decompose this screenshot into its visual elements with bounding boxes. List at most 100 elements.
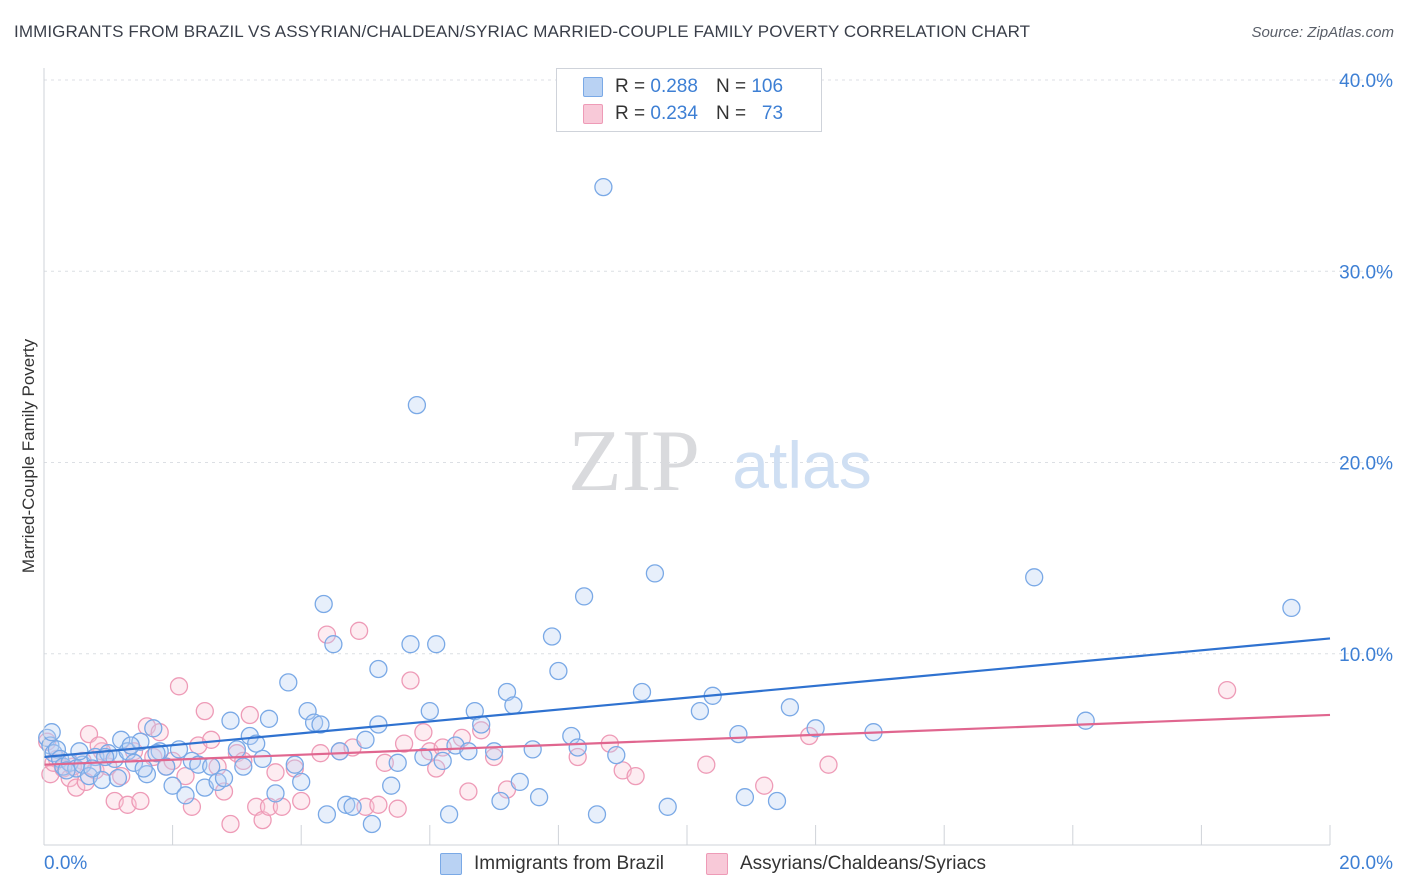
watermark-zip: ZIP xyxy=(568,413,700,510)
bottom-legend-label: Immigrants from Brazil xyxy=(474,853,665,874)
brazil-point xyxy=(227,740,247,759)
brazil-point xyxy=(568,738,587,757)
brazil-point xyxy=(279,673,298,692)
brazil-point xyxy=(324,635,343,654)
brazil-point xyxy=(42,723,61,742)
data-points xyxy=(38,177,1301,834)
brazil-point xyxy=(311,715,330,734)
brazil-point xyxy=(420,701,439,721)
brazil-point xyxy=(112,730,131,749)
brazil-point xyxy=(594,177,613,197)
assyrian-point xyxy=(317,625,337,644)
brazil-point xyxy=(214,768,234,788)
assyrian-point xyxy=(131,791,150,811)
assyrian-trend-line xyxy=(43,713,1331,766)
brazil-point xyxy=(163,776,182,795)
brazil-point xyxy=(234,757,253,776)
assyrian-point xyxy=(697,755,716,774)
assyrian-point xyxy=(484,747,504,767)
brazil-point xyxy=(70,742,89,761)
assyrian-point xyxy=(819,755,838,774)
brazil-point xyxy=(491,791,510,811)
brazil-point xyxy=(690,701,710,721)
brazil-point xyxy=(407,395,427,415)
legend-r-label: R = xyxy=(615,76,646,97)
brazil-point xyxy=(433,751,452,771)
brazil-point xyxy=(729,724,748,744)
brazil-point xyxy=(57,761,76,780)
brazil-point xyxy=(439,805,459,824)
assyrian-point xyxy=(266,763,285,782)
legend-r-label: R = xyxy=(615,103,646,124)
legend-row-brazil: R = 0.288 N = 106 xyxy=(583,76,783,98)
brazil-point xyxy=(472,715,491,734)
legend-n-value: 73 xyxy=(761,103,784,124)
legend-r-value: 0.234 xyxy=(650,103,698,124)
brazil-point xyxy=(144,719,163,738)
brazil-point xyxy=(607,745,626,765)
brazil-point xyxy=(259,709,279,728)
brazil-point xyxy=(767,791,787,811)
brazil-point xyxy=(157,757,176,776)
brazil-point xyxy=(83,759,102,778)
source-credit: Source: ZipAtlas.com xyxy=(1251,24,1394,41)
legend-swatch-blue xyxy=(583,77,603,97)
assyrian-point xyxy=(369,795,388,814)
brazil-point xyxy=(121,736,140,755)
brazil-point xyxy=(806,719,825,738)
trend-lines xyxy=(43,637,1331,766)
brazil-point xyxy=(221,711,240,730)
brazil-point xyxy=(504,696,523,715)
assyrian-point xyxy=(388,799,407,818)
brazil-point xyxy=(1076,711,1095,730)
assyrian-point xyxy=(240,705,259,725)
brazil-point xyxy=(343,797,362,816)
brazil-point xyxy=(1282,598,1301,618)
tick-labels: 10.0% 20.0% 30.0% 40.0% 0.0% 20.0% xyxy=(44,71,1393,874)
y-tick-label: 40.0% xyxy=(1339,71,1393,92)
assyrian-point xyxy=(1217,680,1237,700)
watermark-atlas: atlas xyxy=(732,428,871,502)
brazil-point xyxy=(658,797,677,816)
brazil-point xyxy=(292,772,311,792)
legend-swatch-pink xyxy=(583,104,603,124)
assyrian-point xyxy=(349,621,369,640)
brazil-point xyxy=(459,742,478,761)
assyrian-point xyxy=(182,797,202,816)
assyrian-point xyxy=(626,766,645,786)
assyrian-point xyxy=(221,814,240,834)
brazil-point xyxy=(1025,568,1044,587)
axes xyxy=(43,68,1331,846)
assyrian-point xyxy=(202,730,221,749)
brazil-point xyxy=(147,744,166,763)
bottom-legend-swatch-blue xyxy=(440,853,462,875)
chart-title: IMMIGRANTS FROM BRAZIL VS ASSYRIAN/CHALD… xyxy=(14,22,1031,41)
bottom-legend-brazil: Immigrants from Brazil xyxy=(440,852,664,876)
x-tick-label: 20.0% xyxy=(1339,853,1393,874)
brazil-point xyxy=(484,742,504,761)
brazil-point xyxy=(137,765,157,784)
brazil-point xyxy=(645,564,665,583)
brazil-point xyxy=(587,805,607,824)
brazil-point xyxy=(414,747,433,767)
assyrian-point xyxy=(214,782,234,801)
stats-legend: R = 0.288 N = 106 R = 0.234 N = 73 xyxy=(556,68,822,132)
brazil-point xyxy=(285,755,304,774)
brazil-point xyxy=(529,788,549,807)
brazil-point xyxy=(735,788,755,807)
y-tick-label: 30.0% xyxy=(1339,262,1393,283)
brazil-point xyxy=(549,661,568,681)
assyrian-point xyxy=(472,721,491,740)
assyrian-point xyxy=(459,782,478,801)
legend-n-value: 106 xyxy=(751,76,784,97)
brazil-point xyxy=(298,701,317,721)
assyrian-point xyxy=(195,701,214,721)
assyrian-point xyxy=(67,778,86,797)
assyrian-point xyxy=(427,759,446,778)
assyrian-point xyxy=(414,723,433,742)
brazil-point xyxy=(574,587,594,606)
watermark: ZIP atlas xyxy=(568,413,872,510)
brazil-trend-line xyxy=(43,637,1331,759)
assyrian-point xyxy=(375,753,394,772)
